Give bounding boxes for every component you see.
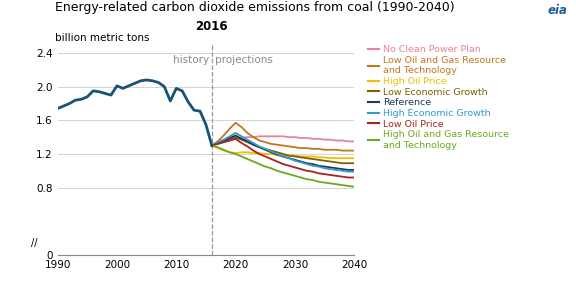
Text: projections: projections [215,55,272,65]
Text: Energy-related carbon dioxide emissions from coal (1990-2040): Energy-related carbon dioxide emissions … [55,1,454,14]
Legend: No Clean Power Plan, Low Oil and Gas Resource
and Technology, High Oil Price, Lo: No Clean Power Plan, Low Oil and Gas Res… [368,45,509,150]
Text: //: // [31,238,37,248]
Text: billion metric tons: billion metric tons [55,33,149,43]
Text: eia: eia [547,4,567,17]
Text: 2016: 2016 [195,20,228,33]
Text: history: history [173,55,209,65]
